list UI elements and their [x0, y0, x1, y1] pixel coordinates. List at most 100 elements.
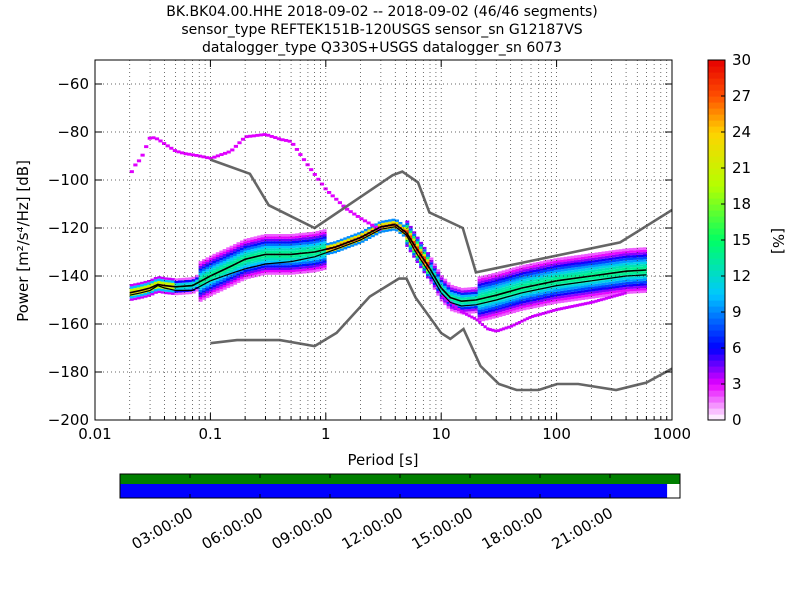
heatmap-cell [160, 281, 165, 284]
heatmap-cell [315, 252, 320, 255]
heatmap-cell [622, 277, 627, 280]
heatmap-cell [574, 286, 579, 289]
heatmap-cell [181, 282, 186, 286]
heatmap-cell [605, 294, 610, 297]
heatmap-cell [295, 250, 300, 253]
heatmap-cell [525, 264, 530, 267]
y-tick-label: −60 [57, 75, 89, 93]
heatmap-cell [577, 298, 582, 301]
heatmap-cell [271, 234, 275, 237]
heatmap-cell [622, 287, 627, 290]
heatmap-cell [501, 308, 506, 312]
y-tick-label: −120 [48, 219, 89, 237]
heatmap-cell [529, 268, 534, 271]
heatmap-cell [543, 294, 548, 297]
heatmap-cell [422, 266, 427, 269]
heatmap-cell [560, 298, 565, 301]
heatmap-cell [443, 300, 448, 303]
heatmap-cell [257, 257, 262, 260]
heatmap-cell [250, 261, 255, 264]
heatmap-cell [591, 300, 595, 304]
heatmap-cell [264, 258, 269, 261]
heatmap-cell [532, 286, 537, 289]
heatmap-cell [401, 234, 406, 237]
heatmap-cell [233, 253, 238, 256]
heatmap-cell [202, 261, 207, 264]
heatmap-cell [284, 236, 289, 239]
heatmap-cell [178, 287, 182, 291]
heatmap-cell [491, 309, 496, 312]
heatmap-cell [240, 240, 244, 243]
heatmap-cell [446, 296, 451, 300]
heatmap-cell [608, 289, 613, 292]
heatmap-cell [508, 278, 513, 281]
heatmap-cell [291, 245, 296, 249]
heatmap-cell [501, 282, 506, 285]
heatmap-cell [505, 271, 510, 275]
heatmap-cell [622, 260, 627, 264]
heatmap-cell [581, 261, 585, 264]
heatmap-cell [298, 245, 303, 248]
heatmap-cell [522, 295, 527, 299]
heatmap-cell [271, 260, 275, 263]
heatmap-cell [491, 297, 496, 300]
heatmap-cell [291, 267, 296, 270]
heatmap-cell [477, 278, 482, 282]
heatmap-cell [581, 268, 585, 272]
heatmap-cell [529, 265, 534, 269]
heatmap-cell [240, 274, 244, 277]
heatmap-cell [488, 274, 492, 277]
heatmap-cell [443, 302, 448, 306]
heatmap-cell [529, 296, 534, 300]
heatmap-cell [169, 146, 174, 150]
heatmap-cell [212, 261, 217, 264]
heatmap-cell [357, 232, 362, 235]
x-tick-label: 0.1 [198, 425, 222, 443]
heatmap-cell [250, 268, 255, 271]
heatmap-cell [536, 278, 541, 282]
heatmap-cell [178, 282, 182, 286]
heatmap-cell [501, 306, 506, 309]
heatmap-cell [584, 270, 589, 274]
heatmap-cell [277, 258, 282, 261]
heatmap-cell [298, 249, 303, 253]
heatmap-cell [574, 269, 579, 273]
heatmap-cell [229, 267, 234, 270]
heatmap-cell [426, 261, 430, 265]
heatmap-cell [553, 258, 558, 261]
heatmap-cell [546, 262, 551, 265]
colorbar-segment [708, 126, 725, 133]
heatmap-cell [308, 258, 313, 261]
heatmap-cell [591, 260, 596, 263]
heatmap-cell [570, 305, 574, 308]
heatmap-cell [522, 307, 527, 311]
heatmap-cell [408, 233, 413, 236]
heatmap-cell [250, 246, 255, 250]
heatmap-cell [643, 280, 647, 284]
heatmap-cell [643, 249, 647, 253]
heatmap-cell [625, 260, 630, 263]
heatmap-cell [443, 293, 448, 296]
heatmap-cell [284, 255, 289, 258]
colorbar-segment [708, 300, 725, 307]
heatmap-cell [244, 135, 249, 139]
heatmap-cell [209, 277, 213, 280]
heatmap-cell [480, 323, 484, 326]
heatmap-cell [494, 279, 499, 282]
heatmap-cell [215, 290, 220, 293]
heatmap-cell [488, 328, 492, 331]
heatmap-cell [140, 284, 145, 287]
heatmap-cell [488, 288, 492, 291]
heatmap-cell [615, 290, 620, 293]
heatmap-cell [205, 264, 210, 267]
heatmap-cell [567, 287, 572, 290]
heatmap-cell [639, 252, 644, 255]
heatmap-cell [494, 277, 499, 280]
heatmap-cell [539, 273, 544, 276]
heatmap-cell [229, 260, 234, 263]
heatmap-cell [522, 298, 527, 301]
heatmap-cell [284, 270, 289, 273]
heatmap-cell [453, 310, 458, 313]
heatmap-cell [439, 284, 444, 288]
heatmap-cell [412, 233, 417, 237]
